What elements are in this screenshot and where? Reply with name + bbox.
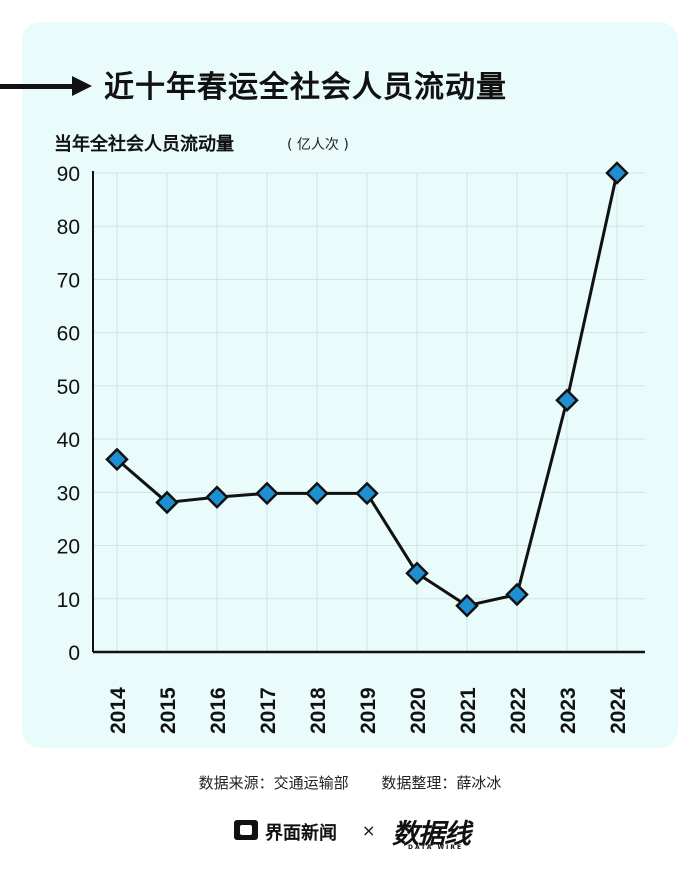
data-source: 数据来源：交通运输部 xyxy=(198,774,349,792)
y-tick-label: 30 xyxy=(57,482,80,505)
x-tick-label: 2019 xyxy=(357,687,380,734)
x-tick-label: 2022 xyxy=(507,687,530,734)
x-tick-label: 2016 xyxy=(207,687,230,734)
data-point xyxy=(205,485,229,509)
y-tick-label: 10 xyxy=(57,589,80,612)
data-editor: 数据整理：薛冰冰 xyxy=(381,774,502,792)
data-point xyxy=(405,561,429,585)
datawire-logo-sub: DATA WIRE xyxy=(408,844,464,851)
y-tick-label: 70 xyxy=(57,269,80,292)
footer-brand: 界面新闻 × 数据线 DATA WIRE xyxy=(0,812,700,852)
data-point xyxy=(505,582,529,607)
x-tick-label: 2021 xyxy=(457,687,480,734)
data-point xyxy=(155,490,179,515)
data-point xyxy=(255,481,279,506)
times-sign: × xyxy=(362,821,376,840)
x-tick-label: 2020 xyxy=(407,687,430,734)
x-tick-label: 2018 xyxy=(307,687,330,734)
x-tick-label: 2023 xyxy=(557,687,580,734)
source-line: 数据来源：交通运输部 数据整理：薛冰冰 xyxy=(0,772,700,793)
chart-card xyxy=(22,22,678,748)
y-axis-unit: ( 亿人次 ) xyxy=(287,137,349,153)
x-tick-label: 2024 xyxy=(607,687,630,734)
arrow-head-icon xyxy=(72,76,92,96)
arrow-right-icon xyxy=(0,84,78,89)
y-tick-label: 50 xyxy=(57,376,80,399)
jiemian-brand-name: 界面新闻 xyxy=(265,823,337,844)
y-tick-label: 80 xyxy=(57,216,80,239)
y-tick-label: 60 xyxy=(57,323,80,346)
y-tick-label: 90 xyxy=(57,163,80,186)
datawire-logo: 数据线 xyxy=(392,819,471,850)
data-point xyxy=(305,481,329,506)
data-point xyxy=(555,388,579,413)
data-point xyxy=(455,593,479,618)
y-tick-label: 0 xyxy=(68,642,80,665)
y-tick-label: 40 xyxy=(57,429,80,452)
jiemian-logo-icon xyxy=(234,820,258,840)
x-tick-label: 2014 xyxy=(107,687,130,734)
data-point xyxy=(605,161,629,185)
x-tick-label: 2017 xyxy=(257,687,280,734)
data-point xyxy=(105,447,129,472)
y-axis-title: 当年全社会人员流动量 xyxy=(54,134,234,155)
page-title: 近十年春运全社会人员流动量 xyxy=(104,70,507,105)
data-point xyxy=(355,481,379,506)
x-tick-label: 2015 xyxy=(157,687,180,734)
y-tick-label: 20 xyxy=(57,536,80,559)
